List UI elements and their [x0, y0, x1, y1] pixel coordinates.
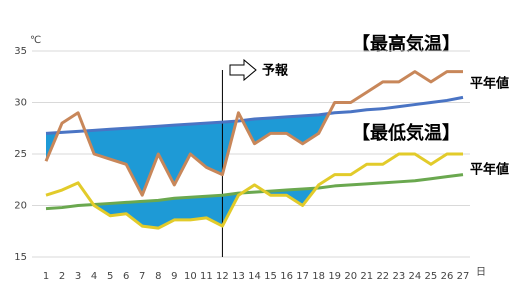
x-tick-label: 22 — [376, 271, 389, 282]
series-line — [45, 95, 464, 135]
y-tick-label: 25 — [14, 149, 27, 160]
x-tick-label: 27 — [457, 271, 470, 282]
x-unit-label: 日 — [476, 267, 486, 278]
x-tick-label: 9 — [171, 271, 177, 282]
x-tick-label: 4 — [91, 271, 97, 282]
x-tick-label: 1 — [43, 271, 49, 282]
series-line — [45, 152, 463, 230]
x-tick-label: 18 — [312, 271, 325, 282]
series-line — [45, 173, 464, 211]
x-tick-label: 15 — [264, 271, 277, 282]
series-label: 【最高気温】 — [352, 33, 460, 55]
series-line — [44, 70, 463, 197]
series-label: 平年値 — [470, 76, 509, 92]
x-tick-label: 26 — [441, 271, 454, 282]
x-tick-label: 20 — [344, 271, 357, 282]
x-tick-label: 17 — [296, 271, 309, 282]
x-tick-label: 13 — [232, 271, 245, 282]
series-label: 【最低気温】 — [352, 122, 460, 144]
y-tick-label: 15 — [14, 252, 27, 263]
y-tick-label: 30 — [14, 98, 27, 109]
x-tick-label: 10 — [184, 271, 197, 282]
x-tick-label: 16 — [280, 271, 293, 282]
x-tick-label: 12 — [216, 271, 229, 282]
x-tick-label: 19 — [328, 271, 341, 282]
x-tick-label: 21 — [360, 271, 373, 282]
series-label: 平年値 — [470, 162, 509, 178]
x-tick-label: 6 — [123, 271, 129, 282]
x-tick-label: 5 — [107, 271, 113, 282]
x-tick-label: 24 — [409, 271, 422, 282]
x-tick-label: 14 — [248, 271, 261, 282]
forecast-label: 予報 — [262, 63, 289, 79]
x-tick-label: 11 — [200, 271, 213, 282]
x-tick-label: 3 — [75, 271, 81, 282]
forecast-arrow — [229, 58, 257, 82]
x-tick-label: 7 — [139, 271, 145, 282]
x-tick-label: 23 — [392, 271, 405, 282]
unit-label: ℃ — [30, 35, 41, 46]
x-tick-label: 2 — [59, 271, 65, 282]
x-tick-label: 25 — [425, 271, 438, 282]
y-tick-label: 35 — [14, 46, 27, 57]
y-tick-label: 20 — [14, 201, 27, 212]
x-tick-label: 8 — [155, 271, 161, 282]
